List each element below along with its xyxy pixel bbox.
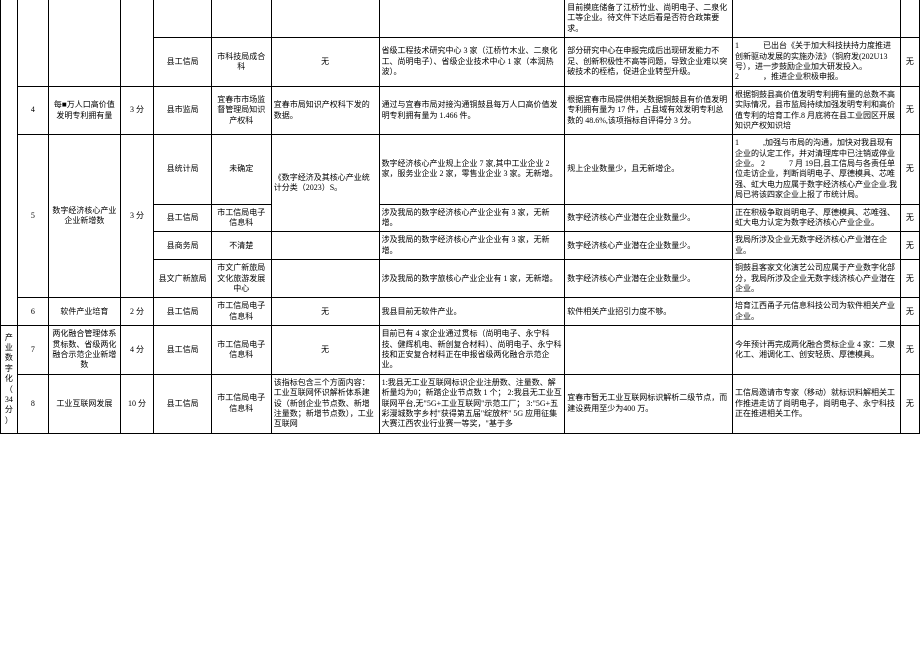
- cell: 涉及我局的数字旅核心产业企业有 1 家，无新增。: [379, 260, 565, 298]
- cell: 1 已出台《关于加大科技扶持力度推进创新驱动发展的实施办法》（铜府发(202U1…: [733, 38, 901, 87]
- cell: 目前已有 4 家企业通过贯标（尚明电子、永宁科技、健辉机电、新创复合材料）、尚明…: [379, 326, 565, 375]
- cell: 无: [271, 38, 379, 87]
- cell: 1 ,加强与市局的沟通，加快对我县现有企业的认定工作，并对清理库中已注销或停业企…: [733, 135, 901, 204]
- cell: 每■万人口高价值发明专利拥有量: [48, 86, 120, 135]
- cell: 正在积极争取尚明电子、厚德模具、芯唯强、虹大电力认定为数字经济核心产业企业。: [733, 204, 901, 232]
- cell: 《数字经济及其核心产业统计分类（2023）S。: [271, 135, 379, 232]
- cell: [379, 0, 565, 38]
- cell: 软件相关产业招引力度不够。: [565, 298, 733, 326]
- cell: [1, 0, 18, 326]
- cell: 无: [900, 260, 919, 298]
- cell: [900, 0, 919, 38]
- cell: 无: [900, 298, 919, 326]
- cell: 无: [900, 232, 919, 260]
- cell: 数字经济核心产业潜在企业数量少。: [565, 260, 733, 298]
- cell: 两化融合管理体系贯标数、省级两化融合示范企业新增数: [48, 326, 120, 375]
- cell: 4 分: [120, 326, 154, 375]
- cell: 3 分: [120, 135, 154, 298]
- cell: 6: [17, 298, 48, 326]
- cell: 根据宜春市局提供相关数据铜鼓县有价值发明专利拥有量为 17 件，占县域有效发明专…: [565, 86, 733, 135]
- cell: 4: [17, 86, 48, 135]
- cell: 无: [900, 326, 919, 375]
- cell: 县工信局: [154, 326, 212, 375]
- cell: [271, 260, 379, 298]
- cell: 宜春市暂无工业互联网标识解析二级节点，而建设费用至少为400 万。: [565, 374, 733, 433]
- cell: 县工信局: [154, 38, 212, 87]
- cell: 市工信局电子信息科: [211, 374, 271, 433]
- cell: 市科技局成合科: [211, 38, 271, 87]
- cell: 市工信局电子信息科: [211, 326, 271, 375]
- cell: 培育江西甬子元信息科技公司为软件相关产业企业。: [733, 298, 901, 326]
- cell: 县商务局: [154, 232, 212, 260]
- cell: 县工信局: [154, 374, 212, 433]
- cell: 无: [900, 135, 919, 204]
- cell: 宜春市局知识产权科下发的数据。: [271, 86, 379, 135]
- cell: 市工信局电子信息科: [211, 204, 271, 232]
- cell: 部分研究中心在申报完成后出现研发能力不足、创新积极性不高等问题，导致企业难以突破…: [565, 38, 733, 87]
- cell: [17, 0, 48, 86]
- cell: 无: [271, 298, 379, 326]
- cell: 涉及我局的数字经济核心产业企业有 3 家，无新增。: [379, 232, 565, 260]
- cell: 市工信局电子信息科: [211, 298, 271, 326]
- data-table: 目前摸底储备了江桥竹业、尚明电子、二泉化工等企业。待文件下达后看是否符合政策要求…: [0, 0, 920, 434]
- cell: 铜鼓县客家文化演艺公司应属于产业数字化部分，我局所涉及企业无数字线济核心产业潜在…: [733, 260, 901, 298]
- cell: 根据铜鼓县高价值发明专利拥有量的总数不高实际情况，县市监局持续加强发明专利和高价…: [733, 86, 901, 135]
- cell: [733, 0, 901, 38]
- cell: 涉及我局的数字经济核心产业企业有 3 家，无新增。: [379, 204, 565, 232]
- cell: 今年预计再完成两化融合贯标企业 4 家：二泉化工、湘调化工、创安轻质、厚德模具。: [733, 326, 901, 375]
- cell: 软件产业培育: [48, 298, 120, 326]
- cell: 工业互联网发展: [48, 374, 120, 433]
- cell: 10 分: [120, 374, 154, 433]
- cell: 不清楚: [211, 232, 271, 260]
- cell: 无: [900, 38, 919, 87]
- cell: [154, 0, 212, 38]
- cell: 宜春市市场监督管理局知识产权科: [211, 86, 271, 135]
- cell: [271, 232, 379, 260]
- cell: 7: [17, 326, 48, 375]
- cell: 2 分: [120, 298, 154, 326]
- cell: 目前摸底储备了江桥竹业、尚明电子、二泉化工等企业。待文件下达后看是否符合政策要求…: [565, 0, 733, 38]
- cell: 无: [900, 86, 919, 135]
- cell: [565, 326, 733, 375]
- cell: 我局所涉及企业无数字经济核心产业潜在企业。: [733, 232, 901, 260]
- cell: 产业数字化（34分）: [1, 326, 18, 434]
- cell: 通过与宜春市局对接沟通铜鼓县每万人口高价值发明专利拥有量为 1.466 件。: [379, 86, 565, 135]
- cell: 8: [17, 374, 48, 433]
- cell: 县统计局: [154, 135, 212, 204]
- cell: 县市监局: [154, 86, 212, 135]
- cell: 数字经济核心产业规上企业 7 家,其中工业企业 2 家，服务业企业 2 家，零售…: [379, 135, 565, 204]
- cell: 数字经济核心产业潜在企业数量少。: [565, 204, 733, 232]
- cell: [271, 0, 379, 38]
- cell: 无: [900, 374, 919, 433]
- cell: [48, 0, 120, 86]
- cell: 数字经济核心产业潜在企业数量少。: [565, 232, 733, 260]
- cell: 3 分: [120, 86, 154, 135]
- cell: 数字经济核心产业企业新增数: [48, 135, 120, 298]
- cell: 县文广新旅局: [154, 260, 212, 298]
- cell: 该指标包含三个方面内容：工业互联网怀识解析体系建设（新创企业节点数、新增注量数；…: [271, 374, 379, 433]
- cell: 我县目前无软件产业。: [379, 298, 565, 326]
- cell: [120, 0, 154, 86]
- cell: 1:我县无工业互联网标识企业注册数、注量数、解析量均为0；新踏企业节点数 1 个…: [379, 374, 565, 433]
- cell: 市文广新旅局文化旅游发展中心: [211, 260, 271, 298]
- cell: 工信局邀请市专家（移动）就标识料解相关工作推进走访了尚明电子，尚明电子、永宁科技…: [733, 374, 901, 433]
- cell: 县工信局: [154, 298, 212, 326]
- cell: [211, 0, 271, 38]
- cell: 无: [271, 326, 379, 375]
- cell: 未确定: [211, 135, 271, 204]
- cell: 县工信局: [154, 204, 212, 232]
- cell: 省级工程技术研究中心 3 家（江桥竹木业、二泉化工、尚明电子）、省级企业技术中心…: [379, 38, 565, 87]
- cell: 无: [900, 204, 919, 232]
- cell: 规上企业数量少，且无新增企。: [565, 135, 733, 204]
- cell: 5: [17, 135, 48, 298]
